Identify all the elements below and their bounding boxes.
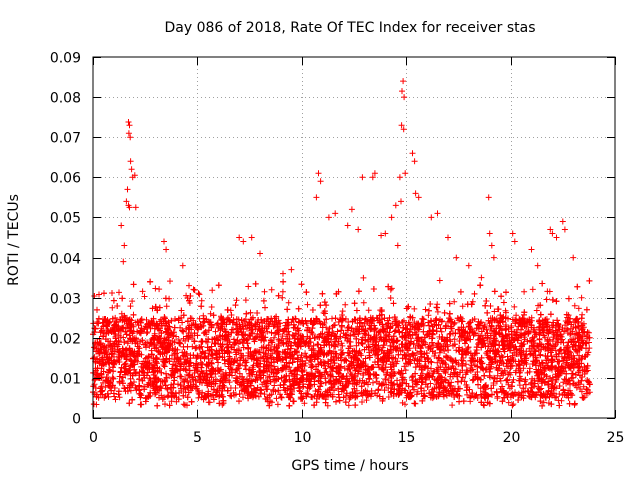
chart-background (0, 0, 640, 480)
